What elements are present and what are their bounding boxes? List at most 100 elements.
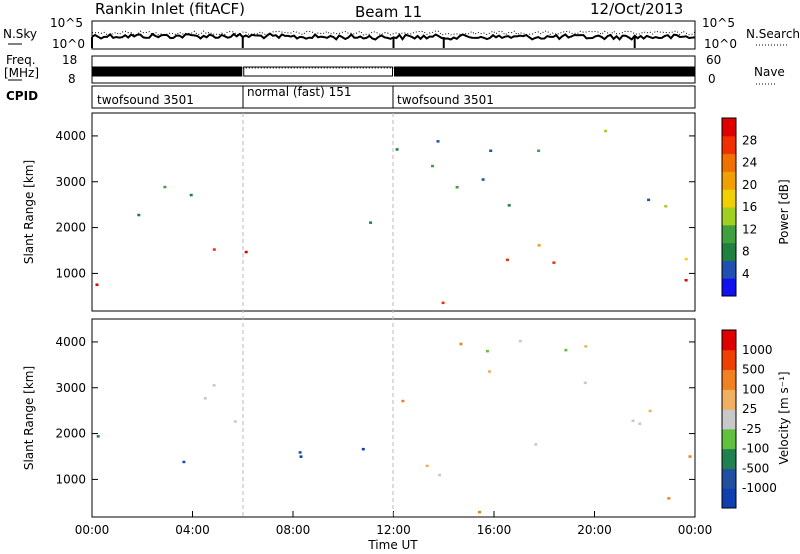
noise-left-tick-top: 10^5: [50, 16, 83, 30]
velocity-cell-23: [518, 339, 522, 343]
velocity-colorbar-swatch-6: [722, 369, 736, 390]
power-heatmap-cells: [95, 129, 688, 305]
noise-trace: [91, 30, 696, 48]
noise-right-tick-top: 10^5: [702, 16, 735, 30]
velocity-cell-12: [534, 443, 538, 446]
power-colorbar-label-6: 4: [742, 267, 750, 281]
velocity-colorbar-label-2: 100: [742, 382, 765, 396]
velocity-cell-2: [212, 384, 216, 387]
velocity-cell-13: [667, 497, 671, 500]
power-colorbar-label-1: 24: [742, 156, 757, 170]
velocity-colorbar-label-4: -25: [742, 422, 762, 436]
frequency-panel: Freq. [MHz] 18 8 60 0 Nave: [4, 53, 785, 86]
velocity-cell-22: [631, 419, 635, 423]
power-cell-14: [481, 178, 485, 181]
power-ylabel: Slant Range [km]: [22, 160, 36, 264]
velocity-cell-9: [425, 464, 429, 468]
noise-left-tick-bottom: 10^0: [52, 37, 85, 51]
power-cell-12: [684, 279, 688, 282]
power-cell-5: [244, 250, 248, 254]
power-cell-8: [505, 258, 509, 262]
cpid-segment-2: normal (fast) 151: [247, 85, 351, 99]
frequency-panel-frame: [91, 55, 696, 84]
noise-search-line: [91, 30, 696, 36]
cpid-label: CPID: [6, 89, 38, 103]
velocity-colorbar: 1000 500 100 25 -25 -100 -500 -1000: [721, 329, 777, 509]
power-y-ticks: 1000 2000 3000 4000: [55, 129, 695, 280]
power-cell-20: [455, 186, 459, 189]
power-cell-16: [436, 140, 440, 143]
cpid-segment-1: twofsound 3501: [97, 93, 194, 107]
power-panel: Slant Range [km] 1000 2000 3000 4000 28 24 20…: [22, 112, 791, 312]
power-cell-19: [507, 204, 511, 207]
freq-right-tick-bottom: 0: [708, 72, 716, 86]
freq-band-1: [243, 66, 393, 77]
velocity-colorbar-frame: [721, 329, 737, 509]
velocity-colorbar-swatch-3: [722, 428, 736, 450]
velocity-ylabel: Slant Range [km]: [22, 366, 36, 470]
velocity-cell-4: [233, 420, 237, 423]
velocity-colorbar-swatch-5: [722, 389, 736, 410]
cpid-segment-3: twofsound 3501: [397, 93, 494, 107]
velocity-cell-3: [203, 397, 207, 400]
power-cell-0: [95, 283, 99, 286]
velocity-colorbar-swatch-7: [722, 349, 736, 371]
velocity-cell-11: [688, 455, 692, 458]
velocity-cell-15: [488, 370, 491, 373]
power-ytick-label-2: 3000: [55, 175, 86, 189]
velocity-cell-18: [648, 409, 652, 413]
power-colorbar-swatch-5: [722, 189, 736, 208]
power-colorbar-swatch-7: [722, 153, 736, 172]
beam-title: Beam 11: [355, 3, 422, 21]
velocity-cell-7: [361, 447, 365, 451]
freq-band-0: [92, 66, 243, 77]
velocity-colorbar-swatch-1: [722, 468, 736, 489]
velocity-heatmap-cells: [96, 339, 692, 514]
xtick-label-6: 00:00: [678, 523, 713, 537]
velocity-colorbar-label-6: -500: [742, 461, 769, 475]
power-cell-21: [537, 149, 541, 152]
xtick-label-5: 20:00: [577, 523, 612, 537]
power-cell-7: [441, 301, 445, 305]
velocity-colorbar-label-0: 1000: [742, 343, 773, 357]
velocity-colorbar-label-1: 500: [742, 363, 765, 377]
power-ytick-label-3: 4000: [55, 129, 86, 143]
xtick-label-3: 12:00: [376, 523, 411, 537]
velocity-cell-16: [583, 381, 587, 385]
noise-panel: N.Sky 10^5 10^0 10^5 10^0 N.Search: [3, 16, 800, 51]
freq-left-label-2: [MHz]: [4, 66, 39, 80]
xtick-label-2: 08:00: [276, 523, 311, 537]
velocity-colorbar-label-3: 25: [742, 402, 757, 416]
velocity-colorbar-swatch-0: [722, 488, 736, 509]
power-cell-2: [137, 213, 141, 217]
station-title: Rankin Inlet (fitACF): [95, 0, 245, 18]
power-cell-9: [552, 261, 556, 264]
power-cell-22: [604, 129, 608, 133]
noise-left-label: N.Sky: [3, 27, 37, 41]
power-colorbar-label-0: 28: [742, 133, 757, 147]
power-colorbar-frame: [721, 117, 737, 297]
velocity-cell-17: [401, 399, 405, 403]
velocity-colorbar-label-7: -1000: [742, 481, 777, 495]
power-cell-4: [163, 185, 167, 189]
velocity-cell-0: [182, 460, 186, 464]
xtick-label-4: 16:00: [477, 523, 512, 537]
power-colorbar-swatch-3: [722, 224, 736, 244]
freq-right-tick-top: 60: [706, 53, 721, 67]
velocity-y-ticks: 1000 2000 3000 4000: [55, 335, 695, 486]
power-colorbar-label: Power [dB]: [777, 179, 791, 244]
velocity-ytick-label-3: 4000: [55, 335, 86, 349]
velocity-ytick-label-0: 1000: [55, 472, 86, 486]
power-colorbar-label-2: 20: [742, 178, 757, 192]
date-title: 12/Oct/2013: [590, 0, 683, 18]
power-colorbar: 28 24 20 16 12 8 4: [721, 117, 757, 297]
power-colorbar-label-3: 16: [742, 200, 757, 214]
velocity-cell-8: [478, 510, 481, 514]
velocity-colorbar-label-5: -100: [742, 442, 769, 456]
power-ytick-label-0: 1000: [55, 266, 86, 280]
velocity-cell-6: [298, 451, 302, 454]
power-colorbar-label-4: 12: [742, 222, 757, 236]
power-cell-18: [664, 205, 668, 208]
velocity-cell-21: [638, 422, 642, 425]
power-cell-6: [369, 221, 373, 224]
